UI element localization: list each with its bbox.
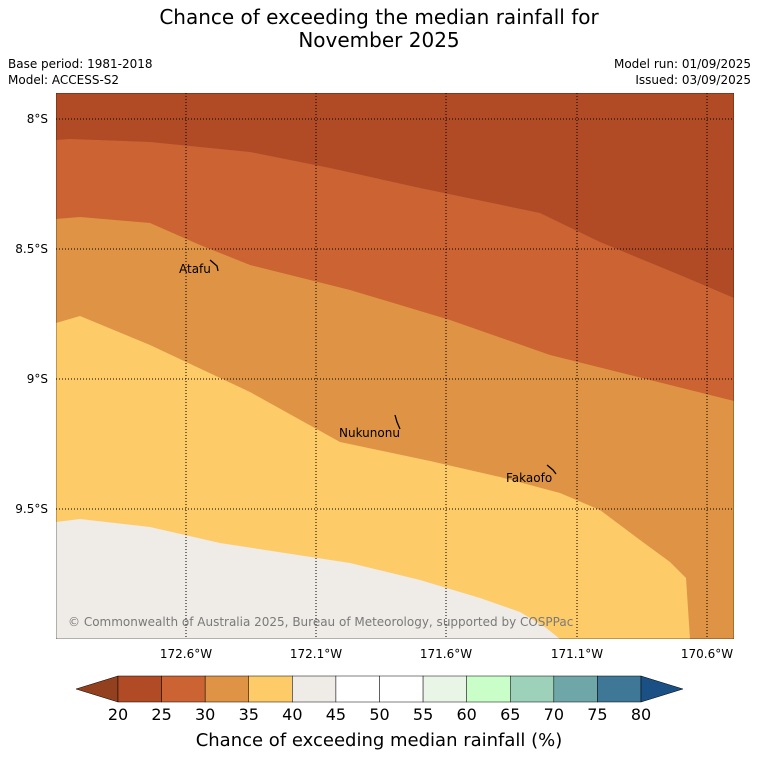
colorbar-cell (161, 675, 206, 703)
atafu-island (209, 259, 219, 272)
map-title-line2: November 2025 (298, 28, 460, 52)
colorbar-cell (204, 675, 250, 703)
colorbar-tick-label: 70 (543, 705, 564, 724)
colorbar-cell (248, 675, 293, 703)
lat-label-9s: 9°S (26, 372, 48, 386)
band-40-45 (56, 519, 560, 639)
colorbar-tick-label: 40 (282, 705, 303, 724)
lat-label-9-5s: 9.5°S (15, 502, 48, 516)
fakaofo-island (546, 464, 557, 475)
lon-label-171-6w: 171.6°W (419, 647, 473, 661)
map-area (56, 93, 734, 639)
colorbar-cell (553, 675, 598, 703)
lon-label-171-1w: 171.1°W (550, 647, 604, 661)
colorbar-tick-label: 75 (587, 705, 608, 724)
lat-label-8-5s: 8.5°S (15, 242, 48, 256)
colorbar (75, 675, 684, 703)
colorbar-under-arrow (75, 675, 119, 703)
base-period: Base period: 1981-2018 (8, 57, 153, 71)
colorbar-cell (510, 675, 555, 703)
colorbar-tick-label: 60 (456, 705, 477, 724)
colorbar-tick-label: 50 (369, 705, 390, 724)
nukunonu-island (394, 414, 401, 430)
place-label-nukunonu: Nukunonu (339, 426, 400, 440)
colorbar-cell (422, 675, 467, 703)
place-label-fakaofo: Fakaofo (506, 471, 552, 485)
colorbar-tick-label: 80 (630, 705, 652, 724)
issued-date: Issued: 03/09/2025 (635, 73, 751, 87)
colorbar-tick-label: 30 (194, 705, 216, 724)
colorbar-tick-label: 25 (151, 705, 172, 724)
colorbar-cell (117, 675, 162, 703)
colorbar-cell (466, 675, 511, 703)
colorbar-tick-label: 65 (500, 705, 521, 724)
lon-label-170-6w: 170.6°W (680, 647, 734, 661)
lat-label-8s: 8°S (26, 112, 48, 126)
copyright-notice: © Commonwealth of Australia 2025, Bureau… (68, 615, 573, 629)
colorbar-cell (335, 675, 380, 703)
colorbar-cell (292, 675, 337, 703)
colorbar-tick-label: 45 (325, 705, 347, 724)
colorbar-over-arrow (640, 675, 684, 703)
lon-label-172-1w: 172.1°W (289, 647, 343, 661)
map-title-line1: Chance of exceeding the median rainfall … (159, 5, 599, 29)
colorbar-tick-label: 20 (107, 705, 129, 724)
lon-label-172-6w: 172.6°W (159, 647, 213, 661)
colorbar-tick-label: 55 (412, 705, 434, 724)
colorbar-cell (379, 675, 424, 703)
colorbar-tick-label: 35 (238, 705, 259, 724)
colorbar-cell (597, 675, 642, 703)
model-run: Model run: 01/09/2025 (613, 57, 751, 71)
colorbar-title: Chance of exceeding median rainfall (%) (195, 730, 563, 751)
graticule (56, 93, 734, 639)
model-name: Model: ACCESS-S2 (8, 73, 120, 87)
place-label-atafu: Atafu (179, 262, 211, 276)
island-outlines (209, 259, 557, 475)
